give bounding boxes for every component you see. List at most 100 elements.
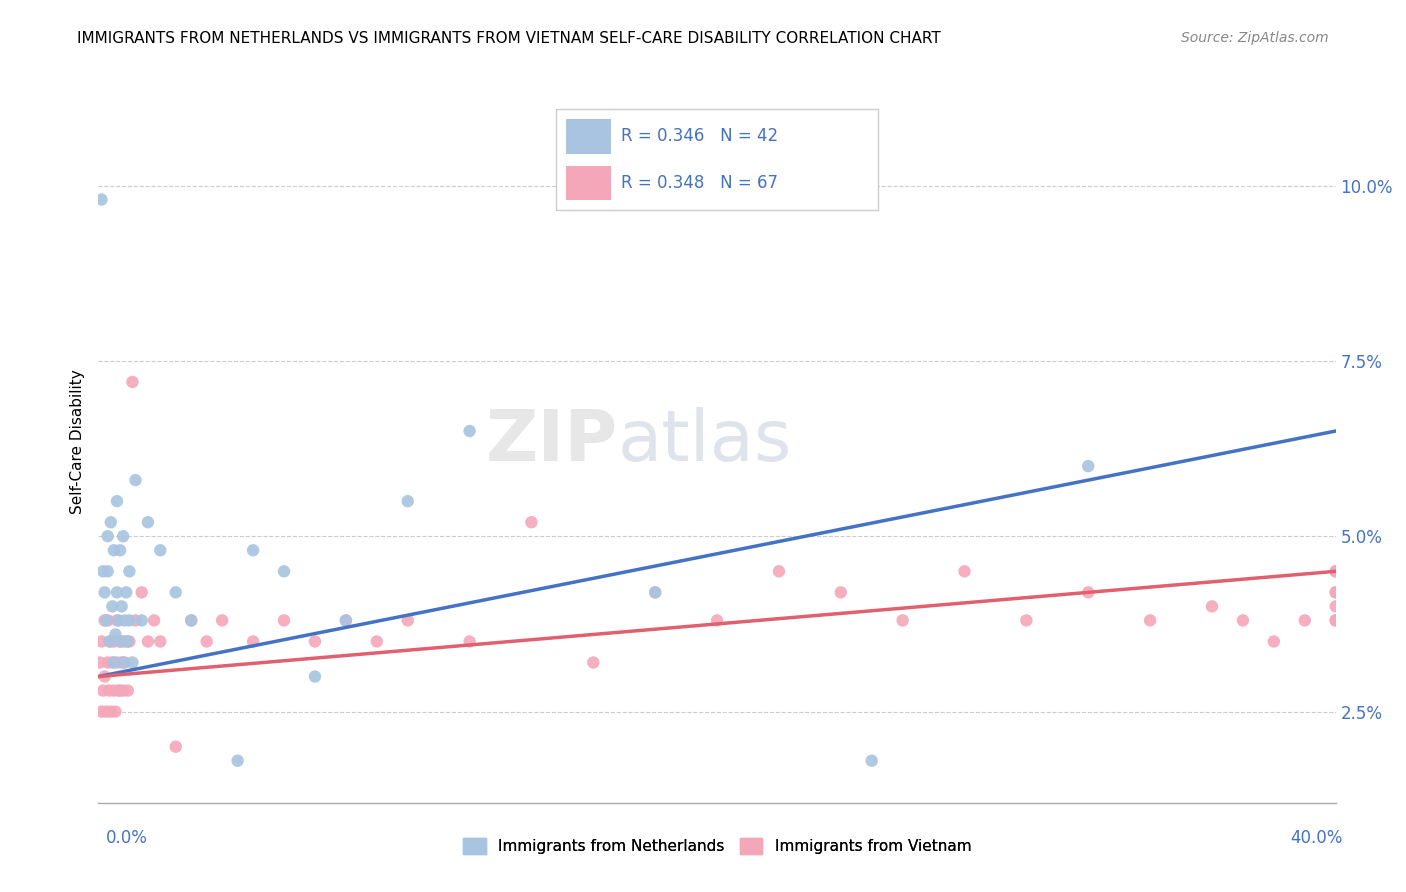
Point — [112, 656, 135, 670]
Point — [165, 585, 187, 599]
Point — [211, 614, 233, 628]
Point — [101, 656, 124, 670]
Point — [118, 564, 141, 578]
Point — [1324, 564, 1347, 578]
Text: 0.0%: 0.0% — [105, 829, 148, 847]
Text: IMMIGRANTS FROM NETHERLANDS VS IMMIGRANTS FROM VIETNAM SELF-CARE DISABILITY CORR: IMMIGRANTS FROM NETHERLANDS VS IMMIGRANT… — [77, 31, 941, 46]
Point — [1077, 459, 1099, 474]
Point — [114, 614, 136, 628]
Point — [1015, 614, 1038, 628]
Point — [124, 473, 146, 487]
Point — [117, 683, 139, 698]
Point — [768, 564, 790, 578]
Point — [121, 656, 143, 670]
Text: atlas: atlas — [619, 407, 793, 476]
Point — [143, 614, 166, 628]
Point — [97, 564, 120, 578]
Point — [953, 564, 976, 578]
Point — [96, 705, 118, 719]
Point — [103, 683, 125, 698]
Point — [242, 543, 264, 558]
Point — [165, 739, 187, 754]
Point — [97, 656, 120, 670]
Point — [115, 634, 138, 648]
Point — [582, 656, 605, 670]
Point — [97, 529, 120, 543]
Point — [1232, 614, 1254, 628]
Point — [118, 634, 141, 648]
Legend: Immigrants from Netherlands, Immigrants from Vietnam: Immigrants from Netherlands, Immigrants … — [457, 832, 977, 860]
Point — [1324, 614, 1347, 628]
Point — [108, 543, 131, 558]
Point — [180, 614, 202, 628]
Point — [1324, 564, 1347, 578]
Point — [103, 543, 125, 558]
Point — [107, 614, 129, 628]
Point — [111, 599, 132, 614]
Point — [891, 614, 914, 628]
Point — [90, 193, 112, 207]
Point — [112, 634, 135, 648]
Point — [396, 614, 419, 628]
Point — [98, 634, 121, 648]
Point — [100, 515, 122, 529]
Point — [242, 634, 264, 648]
Point — [1324, 599, 1347, 614]
Point — [644, 585, 666, 599]
Point — [1077, 585, 1099, 599]
Point — [149, 543, 172, 558]
Point — [108, 634, 131, 648]
Point — [115, 585, 138, 599]
Point — [117, 634, 139, 648]
Point — [112, 529, 135, 543]
Point — [121, 375, 143, 389]
Point — [180, 614, 202, 628]
Point — [273, 614, 295, 628]
Point — [830, 585, 852, 599]
Point — [118, 614, 141, 628]
Point — [131, 585, 153, 599]
Point — [1294, 614, 1316, 628]
Point — [97, 614, 120, 628]
Point — [458, 424, 481, 438]
Point — [124, 614, 146, 628]
Point — [1263, 634, 1285, 648]
Point — [335, 614, 357, 628]
Point — [1201, 599, 1223, 614]
Point — [335, 614, 357, 628]
Point — [105, 656, 128, 670]
Point — [93, 669, 115, 683]
Point — [1324, 585, 1347, 599]
Point — [114, 656, 136, 670]
Point — [304, 669, 326, 683]
Point — [366, 634, 388, 648]
Point — [644, 585, 666, 599]
Point — [273, 564, 295, 578]
Point — [103, 634, 125, 648]
Point — [107, 683, 129, 698]
Point — [101, 599, 124, 614]
Point — [860, 754, 883, 768]
Point — [93, 614, 115, 628]
Point — [149, 634, 172, 648]
Point — [1139, 614, 1161, 628]
Point — [103, 656, 125, 670]
Point — [90, 705, 112, 719]
Point — [104, 627, 127, 641]
Point — [396, 494, 419, 508]
Point — [98, 683, 121, 698]
Point — [105, 614, 128, 628]
Point — [108, 683, 131, 698]
Point — [112, 683, 135, 698]
Point — [89, 656, 111, 670]
Point — [91, 564, 114, 578]
Point — [105, 494, 128, 508]
Point — [1324, 614, 1347, 628]
Point — [226, 754, 249, 768]
Point — [108, 634, 131, 648]
Point — [706, 614, 728, 628]
Point — [304, 634, 326, 648]
Point — [195, 634, 218, 648]
Point — [96, 614, 118, 628]
Point — [93, 585, 115, 599]
